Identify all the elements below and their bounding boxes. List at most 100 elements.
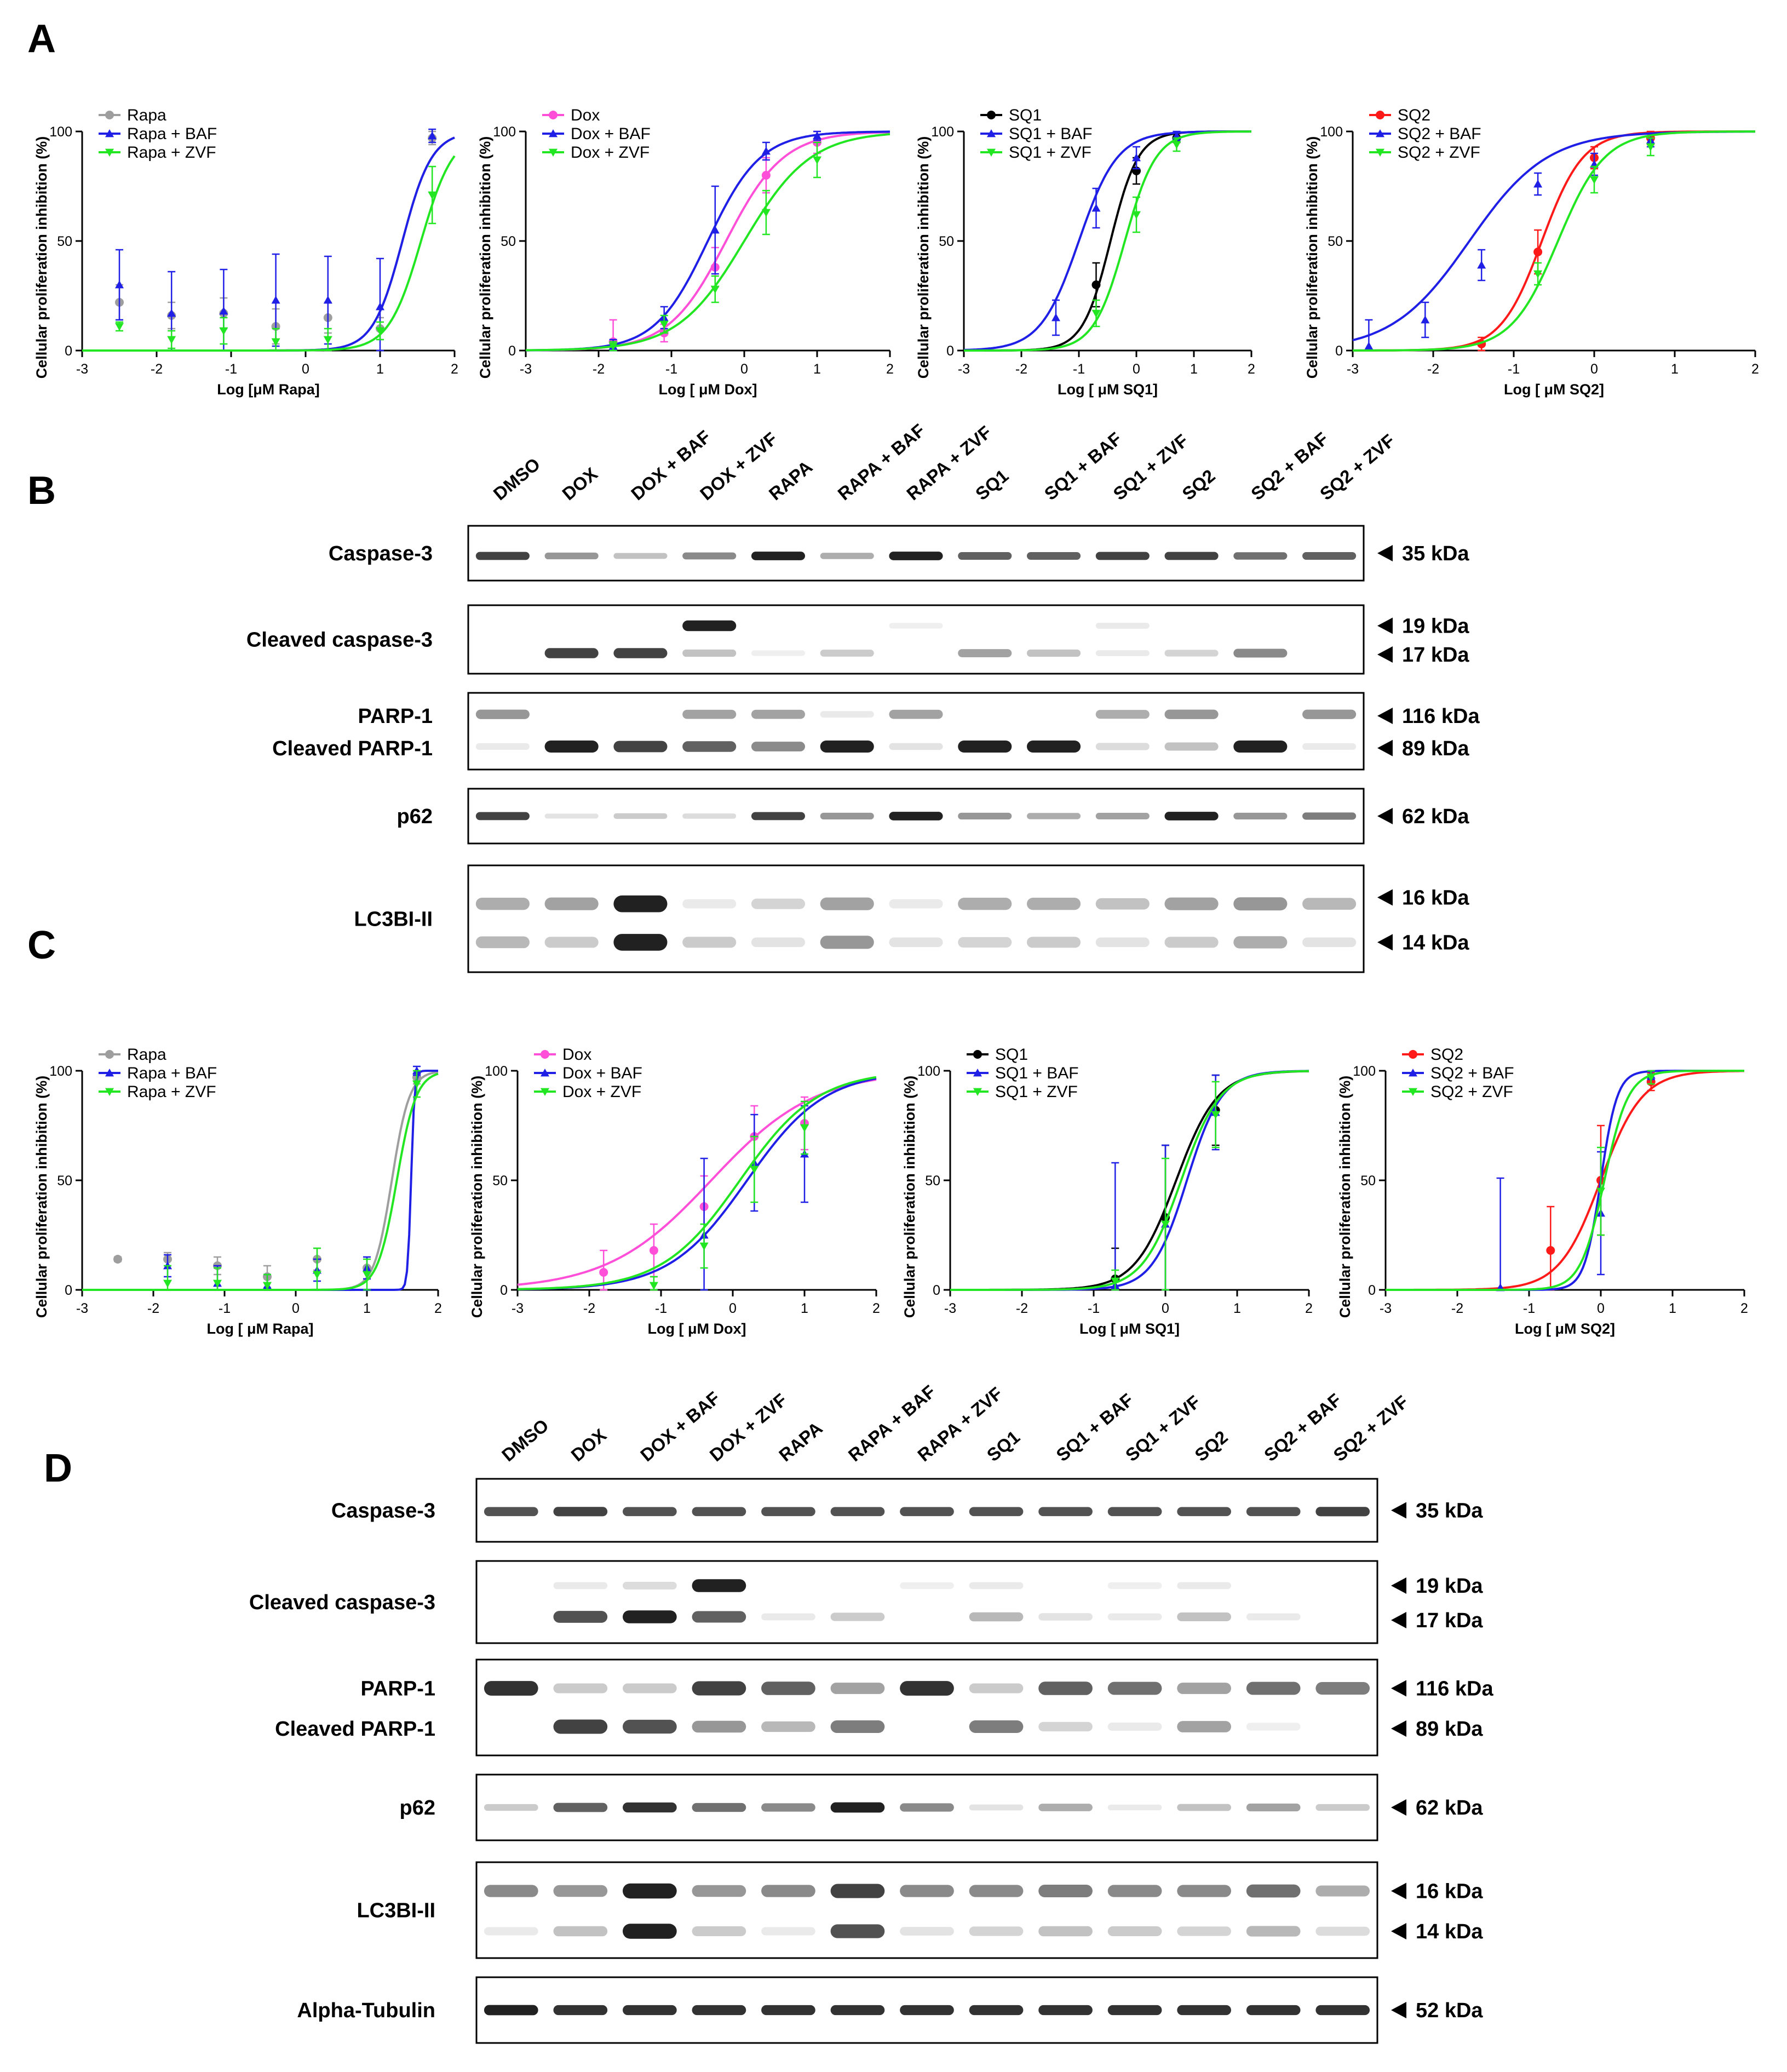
legend-marker (105, 1088, 114, 1096)
x-tick-label: -1 (225, 361, 237, 377)
x-axis-title: Log [ μM SQ1] (1079, 1321, 1180, 1337)
band (1095, 937, 1150, 948)
band (692, 1720, 746, 1733)
band (820, 553, 874, 559)
band (544, 741, 599, 753)
legend-label: Rapa + ZVF (127, 1083, 216, 1101)
blot-row-p62: p62 62 kDa (397, 788, 1469, 845)
blot-row-caspase-3: Caspase-3 35 kDa (329, 525, 1469, 582)
x-tick-label: 1 (813, 361, 821, 377)
band (1302, 743, 1357, 750)
band (1302, 552, 1357, 560)
panel-letter-a: A (27, 17, 56, 61)
protein-label: p62 (400, 1797, 435, 1820)
band (1026, 649, 1081, 657)
kda-label: 19 kDa (1416, 1575, 1483, 1598)
data-point (813, 131, 821, 140)
marker-arrow-icon (1391, 1720, 1406, 1737)
band (622, 1683, 677, 1694)
data-point (1161, 1220, 1170, 1229)
data-point (1421, 315, 1430, 324)
legend-label: SQ2 (1398, 106, 1430, 124)
band (622, 1802, 677, 1813)
x-tick-label: 0 (1590, 361, 1598, 377)
series-dox-zvf: Dox + ZVF (526, 133, 890, 352)
band (692, 1926, 746, 1936)
data-point (1646, 143, 1655, 151)
x-axis-title: Log [μM Rapa] (217, 381, 320, 398)
x-tick-label: 2 (1248, 361, 1255, 377)
band (682, 709, 737, 719)
data-point (599, 1268, 608, 1277)
band (761, 1721, 815, 1732)
band (484, 1681, 538, 1696)
band (1038, 1681, 1093, 1695)
band (751, 812, 806, 820)
band (1107, 1613, 1162, 1621)
marker-arrow-icon (1391, 1577, 1406, 1594)
data-point (1596, 1187, 1605, 1196)
x-tick-label: 2 (434, 1301, 442, 1316)
band (1233, 812, 1288, 820)
blot-row-cleaved-caspase-3: Cleaved caspase-3 19 kDa 17 kDa (249, 1560, 1483, 1644)
y-axis-title: Cellular proliferation inhibition (%) (469, 1076, 485, 1318)
y-axis-title: Cellular proliferation inhibition (%) (915, 136, 932, 379)
band (475, 936, 530, 949)
band (820, 812, 874, 820)
data-point (1364, 342, 1374, 350)
band (969, 1804, 1024, 1811)
marker-arrow-icon (1377, 934, 1393, 951)
data-point (323, 336, 332, 344)
band (900, 1582, 954, 1589)
y-tick-label: 50 (492, 1173, 508, 1189)
fitted-curve (82, 1072, 439, 1291)
band (484, 2005, 538, 2016)
band (553, 1683, 608, 1694)
band (889, 709, 943, 719)
chart-a-rapa: 0 50 100 -3 -2 -1 0 1 2 Log [μM Rapa] Cellular pro… (33, 106, 458, 398)
band (830, 2005, 885, 2016)
y-tick-label: 0 (946, 343, 954, 359)
kda-label: 62 kDa (1402, 805, 1469, 828)
band (1315, 1885, 1370, 1897)
data-point (1091, 309, 1101, 318)
kda-label: 16 kDa (1402, 887, 1469, 910)
kda-label: 89 kDa (1402, 737, 1469, 760)
band (1246, 2005, 1301, 2016)
kda-label: 14 kDa (1402, 931, 1469, 954)
x-tick-label: -1 (1088, 1301, 1100, 1316)
band (682, 741, 737, 752)
band (1107, 1582, 1162, 1589)
kda-label: 17 kDa (1402, 644, 1469, 667)
band (1107, 1885, 1162, 1897)
series-sq2-zvf: SQ2 + ZVF (1353, 130, 1755, 352)
band (475, 709, 530, 719)
band (475, 898, 530, 910)
data-point (1111, 1277, 1120, 1285)
band (1302, 812, 1357, 820)
blot-row-caspase-3: Caspase-3 35 kDa (331, 1478, 1483, 1543)
band (544, 937, 599, 948)
legend-label: Rapa (127, 1046, 166, 1064)
data-point (1132, 211, 1141, 219)
band (1038, 1804, 1093, 1811)
band (692, 2005, 746, 2016)
series-rapa-zvf: Rapa + ZVF (82, 144, 456, 352)
data-point (761, 209, 771, 217)
blot-row-cleaved-caspase-3: Cleaved caspase-3 19 kDa 17 kDa (246, 604, 1469, 675)
band (1107, 2005, 1162, 2016)
legend-marker (105, 129, 114, 137)
x-tick-label: 1 (1671, 361, 1679, 377)
band (1177, 1926, 1232, 1936)
x-tick-label: 0 (740, 361, 748, 377)
band (1177, 1804, 1232, 1811)
protein-label: Cleaved caspase-3 (246, 629, 433, 652)
protein-label: PARP-1 (358, 705, 433, 728)
data-point (800, 1124, 809, 1132)
marker-arrow-icon (1377, 708, 1393, 724)
band (553, 1582, 608, 1589)
band (1246, 1884, 1301, 1898)
y-tick-label: 100 (485, 1064, 508, 1079)
data-point (1091, 280, 1101, 289)
band (544, 648, 599, 658)
